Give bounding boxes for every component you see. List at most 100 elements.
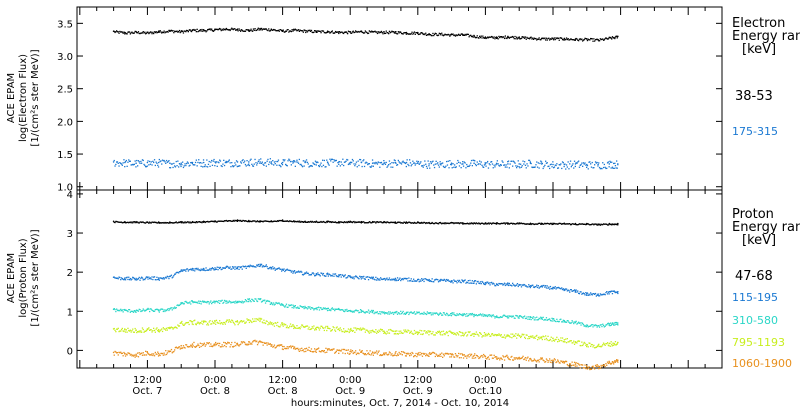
data-point [130, 164, 132, 166]
data-point [515, 357, 517, 359]
data-point [264, 299, 266, 301]
data-point [473, 282, 475, 284]
data-point [149, 31, 152, 33]
data-point [594, 346, 597, 349]
data-point [246, 160, 248, 162]
data-point [465, 331, 467, 334]
data-point [330, 329, 333, 332]
data-point [277, 302, 280, 304]
data-point [343, 161, 346, 163]
data-point [459, 162, 461, 164]
data-point [248, 321, 251, 324]
data-point [380, 311, 383, 313]
data-point [131, 310, 133, 313]
data-point [560, 222, 562, 225]
data-point [485, 282, 487, 285]
data-point [138, 352, 140, 354]
data-point [569, 39, 571, 41]
data-point [259, 320, 261, 323]
series-1060-1900 [112, 339, 619, 371]
data-point [531, 166, 533, 168]
data-point [523, 358, 525, 361]
data-point [138, 222, 140, 224]
data-point [465, 355, 467, 357]
data-point [474, 280, 477, 282]
data-point [182, 347, 184, 349]
data-point [355, 329, 358, 331]
data-point [453, 279, 455, 281]
data-point [161, 352, 164, 355]
data-point [117, 310, 119, 312]
data-point [257, 298, 259, 300]
data-point [594, 39, 597, 41]
data-point [169, 307, 172, 309]
data-point [247, 298, 249, 300]
data-point [145, 276, 148, 278]
data-point [475, 222, 477, 224]
data-point [362, 310, 364, 312]
data-point [132, 32, 135, 34]
data-point [286, 165, 288, 167]
data-point [616, 359, 618, 361]
data-point [523, 283, 525, 286]
proton-ylabel-line1: ACE EPAM [6, 253, 17, 303]
data-point [165, 162, 167, 164]
data-point [176, 165, 178, 167]
data-point [329, 32, 331, 34]
data-point [273, 267, 276, 269]
series-point [326, 161, 329, 164]
data-point [149, 32, 151, 34]
data-point [470, 35, 473, 38]
data-point [260, 27, 263, 30]
series-point [473, 313, 475, 316]
data-point [211, 345, 213, 347]
data-point [490, 161, 492, 163]
data-point [506, 284, 508, 286]
data-point [516, 222, 519, 224]
data-point [290, 347, 292, 349]
data-point [342, 274, 344, 276]
data-point [192, 301, 194, 304]
data-point [227, 28, 229, 31]
data-point [262, 28, 264, 30]
data-point [545, 317, 548, 319]
data-point [406, 331, 408, 333]
data-point [189, 301, 191, 303]
data-point [467, 331, 469, 333]
series-point [225, 161, 228, 164]
data-point [594, 292, 597, 295]
data-point [478, 282, 480, 284]
data-point [486, 162, 488, 164]
data-point [295, 220, 297, 223]
data-point [198, 159, 200, 161]
data-point [512, 284, 515, 286]
data-point [312, 31, 314, 34]
data-point [560, 337, 562, 339]
data-point [562, 162, 564, 164]
data-point [482, 281, 484, 283]
data-point [313, 309, 315, 311]
data-point [288, 304, 290, 306]
data-point [615, 323, 617, 325]
data-point [337, 275, 339, 277]
data-point [426, 34, 428, 36]
data-point [474, 160, 476, 162]
data-point [542, 223, 544, 225]
data-point [598, 365, 601, 368]
data-point [590, 293, 593, 295]
data-point [449, 280, 451, 282]
data-point [232, 321, 234, 323]
data-point [444, 333, 446, 336]
data-point [466, 315, 469, 317]
data-point [391, 312, 393, 314]
data-point [290, 30, 292, 33]
data-point [336, 222, 338, 224]
data-point [268, 161, 271, 163]
data-point [514, 358, 516, 360]
data-point [235, 164, 237, 166]
data-point [578, 166, 581, 168]
data-point [538, 287, 540, 289]
data-point [159, 330, 161, 332]
data-point [139, 353, 141, 356]
series-point [180, 269, 182, 272]
